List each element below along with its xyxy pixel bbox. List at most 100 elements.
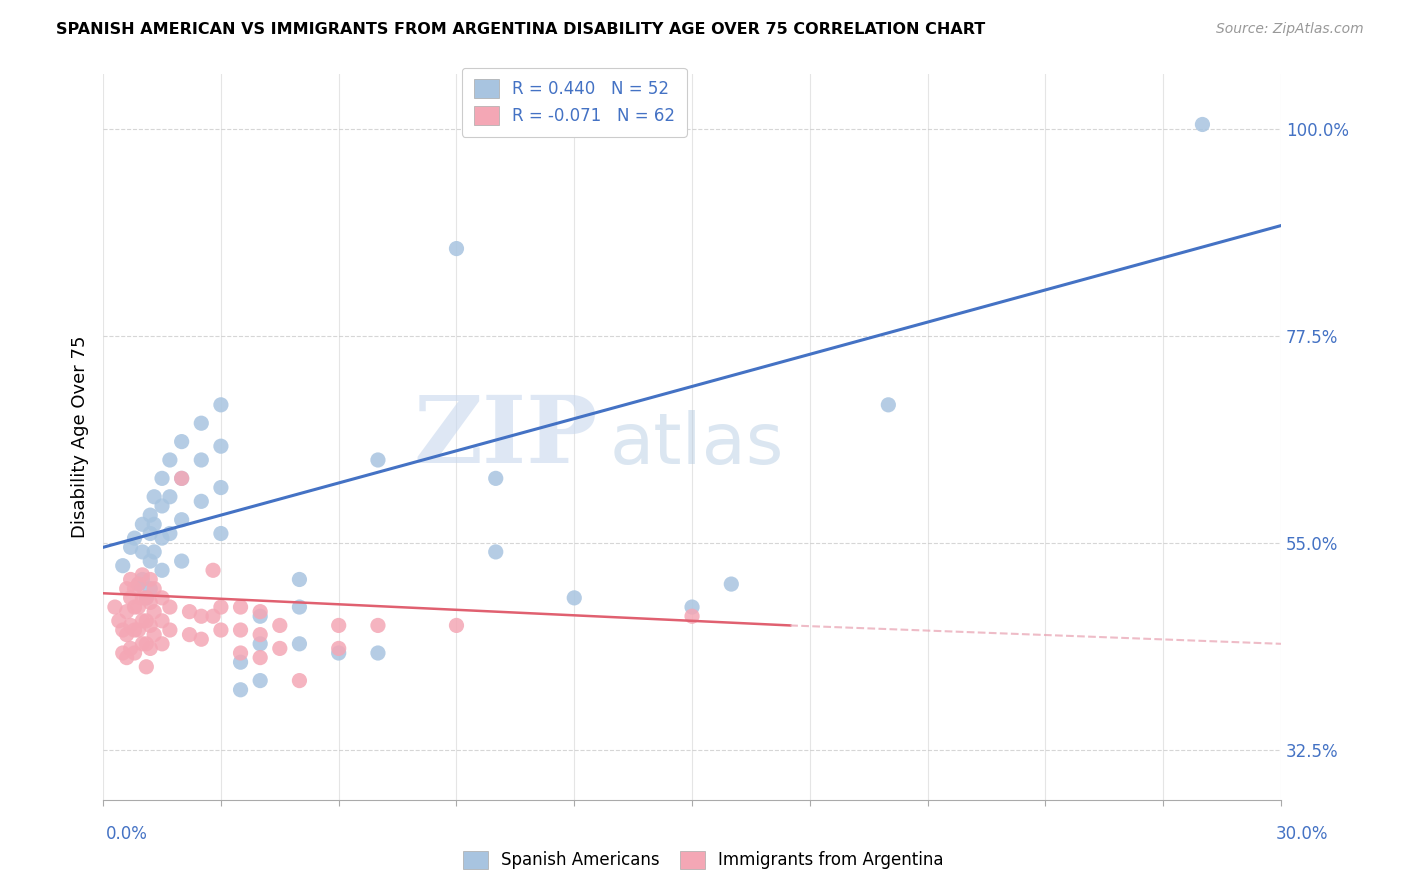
Point xyxy=(179,627,201,641)
Legend: R = 0.440   N = 52, R = -0.071   N = 62: R = 0.440 N = 52, R = -0.071 N = 62 xyxy=(463,68,686,136)
Point xyxy=(143,490,166,504)
Point xyxy=(485,545,508,559)
Point xyxy=(209,623,232,637)
Point xyxy=(139,508,162,523)
Point xyxy=(131,614,153,628)
Point xyxy=(159,526,181,541)
Point xyxy=(229,646,252,660)
Point xyxy=(139,595,162,609)
Point xyxy=(170,434,193,449)
Point xyxy=(124,623,146,637)
Point xyxy=(135,637,157,651)
Point xyxy=(209,526,232,541)
Point xyxy=(150,614,173,628)
Point xyxy=(269,641,291,656)
Point xyxy=(202,563,225,577)
Point xyxy=(249,609,271,624)
Point xyxy=(120,573,142,587)
Point xyxy=(229,623,252,637)
Point xyxy=(124,600,146,615)
Point xyxy=(108,614,131,628)
Point xyxy=(115,650,138,665)
Point xyxy=(159,600,181,615)
Point xyxy=(367,453,389,467)
Point xyxy=(229,600,252,615)
Point xyxy=(143,517,166,532)
Point xyxy=(135,614,157,628)
Point xyxy=(159,490,181,504)
Point xyxy=(131,517,153,532)
Point xyxy=(190,632,212,647)
Point xyxy=(120,641,142,656)
Point xyxy=(328,641,350,656)
Point xyxy=(446,618,468,632)
Point xyxy=(249,673,271,688)
Point xyxy=(288,600,311,615)
Point xyxy=(139,618,162,632)
Point xyxy=(115,605,138,619)
Point xyxy=(115,627,138,641)
Text: Source: ZipAtlas.com: Source: ZipAtlas.com xyxy=(1216,22,1364,37)
Point xyxy=(367,618,389,632)
Text: atlas: atlas xyxy=(610,409,785,479)
Point xyxy=(681,609,703,624)
Point xyxy=(139,573,162,587)
Point xyxy=(124,582,146,596)
Point xyxy=(131,591,153,605)
Point xyxy=(159,453,181,467)
Point xyxy=(159,623,181,637)
Point xyxy=(111,646,134,660)
Point xyxy=(328,618,350,632)
Point xyxy=(288,573,311,587)
Point xyxy=(131,637,153,651)
Point xyxy=(131,545,153,559)
Point xyxy=(139,582,162,596)
Point xyxy=(139,526,162,541)
Point xyxy=(562,591,585,605)
Point xyxy=(150,471,173,485)
Point xyxy=(209,398,232,412)
Point xyxy=(288,637,311,651)
Point xyxy=(135,591,157,605)
Point xyxy=(170,471,193,485)
Point xyxy=(150,531,173,545)
Text: SPANISH AMERICAN VS IMMIGRANTS FROM ARGENTINA DISABILITY AGE OVER 75 CORRELATION: SPANISH AMERICAN VS IMMIGRANTS FROM ARGE… xyxy=(56,22,986,37)
Point xyxy=(170,554,193,568)
Point xyxy=(877,398,900,412)
Point xyxy=(111,558,134,573)
Point xyxy=(139,641,162,656)
Point xyxy=(170,513,193,527)
Point xyxy=(269,618,291,632)
Point xyxy=(328,646,350,660)
Point xyxy=(249,627,271,641)
Point xyxy=(115,582,138,596)
Point xyxy=(150,563,173,577)
Point xyxy=(190,453,212,467)
Point xyxy=(127,577,149,591)
Point xyxy=(143,605,166,619)
Point xyxy=(209,600,232,615)
Text: ZIP: ZIP xyxy=(413,392,598,482)
Point xyxy=(720,577,742,591)
Point xyxy=(111,623,134,637)
Point xyxy=(150,637,173,651)
Point xyxy=(190,416,212,430)
Y-axis label: Disability Age Over 75: Disability Age Over 75 xyxy=(72,335,89,538)
Point xyxy=(127,577,149,591)
Point xyxy=(131,567,153,582)
Point xyxy=(229,655,252,669)
Point xyxy=(139,554,162,568)
Point xyxy=(127,600,149,615)
Point xyxy=(249,605,271,619)
Point xyxy=(681,600,703,615)
Point xyxy=(127,623,149,637)
Point xyxy=(135,591,157,605)
Point xyxy=(209,481,232,495)
Point xyxy=(249,637,271,651)
Point xyxy=(120,618,142,632)
Point xyxy=(249,650,271,665)
Text: 30.0%: 30.0% xyxy=(1277,825,1329,843)
Point xyxy=(288,673,311,688)
Point xyxy=(120,591,142,605)
Point xyxy=(150,591,173,605)
